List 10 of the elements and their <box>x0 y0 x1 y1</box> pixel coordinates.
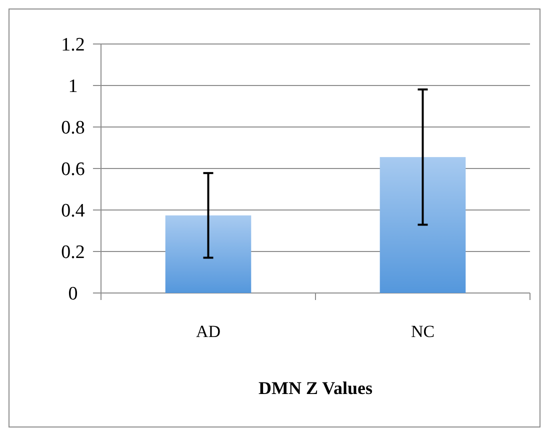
y-tick-label: 0.2 <box>61 242 85 264</box>
y-tick-label: 0.6 <box>61 159 85 180</box>
y-tick-label: 1.2 <box>61 34 85 56</box>
y-tick-label: 0.8 <box>61 118 85 139</box>
y-tick-label: 0 <box>68 284 78 305</box>
y-tick-label: 0.4 <box>61 200 86 222</box>
x-axis-title: DMN Z Values <box>258 378 373 398</box>
y-tick-label: 1 <box>68 76 78 98</box>
x-tick-label: NC <box>410 322 435 341</box>
x-tick-label: AD <box>196 322 221 341</box>
